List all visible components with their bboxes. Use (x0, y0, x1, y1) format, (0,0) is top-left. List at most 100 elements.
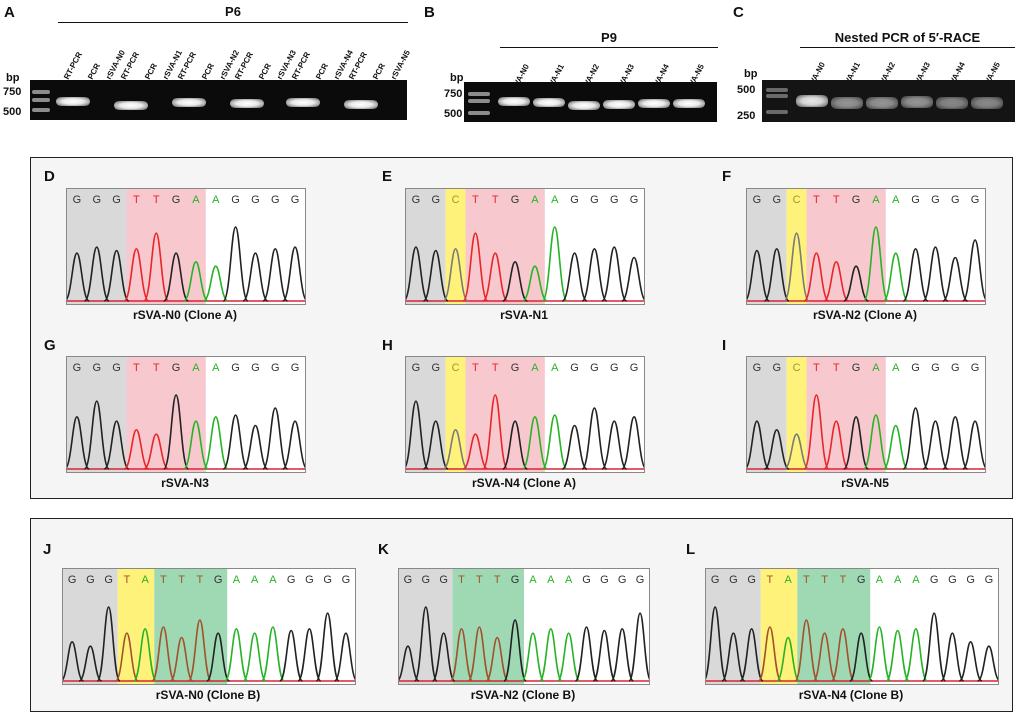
gel-a-lane-label: PCR (86, 61, 102, 81)
trace-peak (823, 420, 850, 470)
base-shade (465, 189, 545, 304)
base-call-letter: G (610, 362, 619, 374)
panel-letter-f: F (722, 168, 732, 185)
trace-peak (794, 619, 819, 682)
panel-letter-h: H (382, 337, 393, 354)
trace-peak (610, 627, 635, 682)
gel-a-lane-label: PCR (200, 61, 216, 81)
trace-peak (442, 247, 469, 302)
gel-a-image (30, 80, 407, 120)
trace-peak (485, 636, 510, 682)
base-call-letter: G (729, 574, 738, 586)
base-call-letter: G (73, 362, 82, 374)
trace-peak (123, 247, 150, 302)
trace-peak (867, 626, 892, 682)
trace-peak (399, 645, 420, 682)
base-call-letter: G (231, 362, 240, 374)
trace-peak (203, 265, 229, 302)
base-call-letter: G (951, 362, 960, 374)
trace-peak (538, 627, 563, 682)
base-call-letter: T (492, 194, 499, 206)
base-call-letter: G (852, 362, 861, 374)
gel-band (603, 100, 635, 109)
base-call-letter: G (636, 574, 645, 586)
gel-a-lane-label: RT-PCR (62, 50, 84, 81)
base-call-letter: G (422, 574, 431, 586)
trace-peak (922, 246, 949, 302)
trace-peak (482, 394, 509, 470)
base-shade (399, 569, 453, 684)
base-call-letter: G (930, 574, 939, 586)
trace-peak (812, 632, 837, 682)
gel-band (796, 95, 828, 107)
base-call-letter: C (452, 194, 460, 206)
base-shade (747, 189, 787, 304)
gel-band (533, 98, 565, 107)
trace-peak (581, 407, 608, 470)
trace-peak (862, 226, 889, 302)
base-call-letter: T (133, 362, 140, 374)
trace-peak (885, 629, 910, 682)
trace-peak (297, 627, 322, 682)
base-call-letter: T (821, 574, 828, 586)
base-call-letter: A (192, 194, 200, 206)
base-call-letter: A (269, 574, 277, 586)
base-call-letter: T (197, 574, 204, 586)
gel-c-image (762, 80, 1015, 122)
trace-peak (862, 414, 889, 470)
base-call-letter: A (531, 194, 539, 206)
base-call-letter: G (753, 362, 762, 374)
gel-a-lane-label: PCR (371, 61, 387, 81)
base-call-letter: G (251, 362, 260, 374)
base-call-letter: G (772, 362, 781, 374)
base-call-letter: G (971, 194, 980, 206)
base-call-letter: G (214, 574, 223, 586)
trace-peak (830, 627, 855, 682)
chromatogram-caption: rSVA-N4 (Clone B) (798, 688, 904, 702)
trace-peak (422, 420, 449, 470)
base-call-letter: A (547, 574, 555, 586)
trace-peak (962, 239, 985, 302)
trace-peak (143, 232, 170, 302)
trace-peak (67, 252, 90, 302)
chromatogram-caption: rSVA-N3 (161, 476, 209, 490)
trace-peak (96, 606, 121, 682)
panel-letter-i: I (722, 337, 727, 354)
trace-peak (783, 433, 810, 470)
trace-peak (541, 226, 568, 302)
panel-letter-e: E (382, 168, 393, 185)
base-call-letter: G (985, 574, 994, 586)
base-call-letter: A (192, 362, 200, 374)
base-call-letter: A (551, 362, 559, 374)
base-shade (117, 569, 155, 684)
trace-peak (442, 429, 469, 470)
trace-peak (262, 247, 289, 302)
base-call-letter: G (600, 574, 609, 586)
trace-peak (224, 627, 249, 682)
gel-band (866, 97, 898, 109)
gel-c-title: Nested PCR of 5′-RACE (834, 30, 981, 45)
trace-peak (462, 433, 489, 470)
base-call-letter: G (772, 194, 781, 206)
gel-band (638, 99, 670, 108)
chromatogram-caption: rSVA-N5 (841, 476, 889, 490)
base-call-letter: G (747, 574, 756, 586)
base-shade (797, 569, 871, 684)
trace-peak (621, 415, 644, 470)
base-call-letter: A (251, 574, 259, 586)
base-call-letter: C (793, 362, 801, 374)
base-call-letter: A (212, 362, 220, 374)
trace-peak (739, 627, 764, 682)
trace-peak (282, 246, 305, 302)
trace-peak (783, 232, 810, 302)
trace-peak (103, 249, 130, 302)
trace-peak (103, 420, 130, 470)
base-call-letter: A (892, 362, 900, 374)
